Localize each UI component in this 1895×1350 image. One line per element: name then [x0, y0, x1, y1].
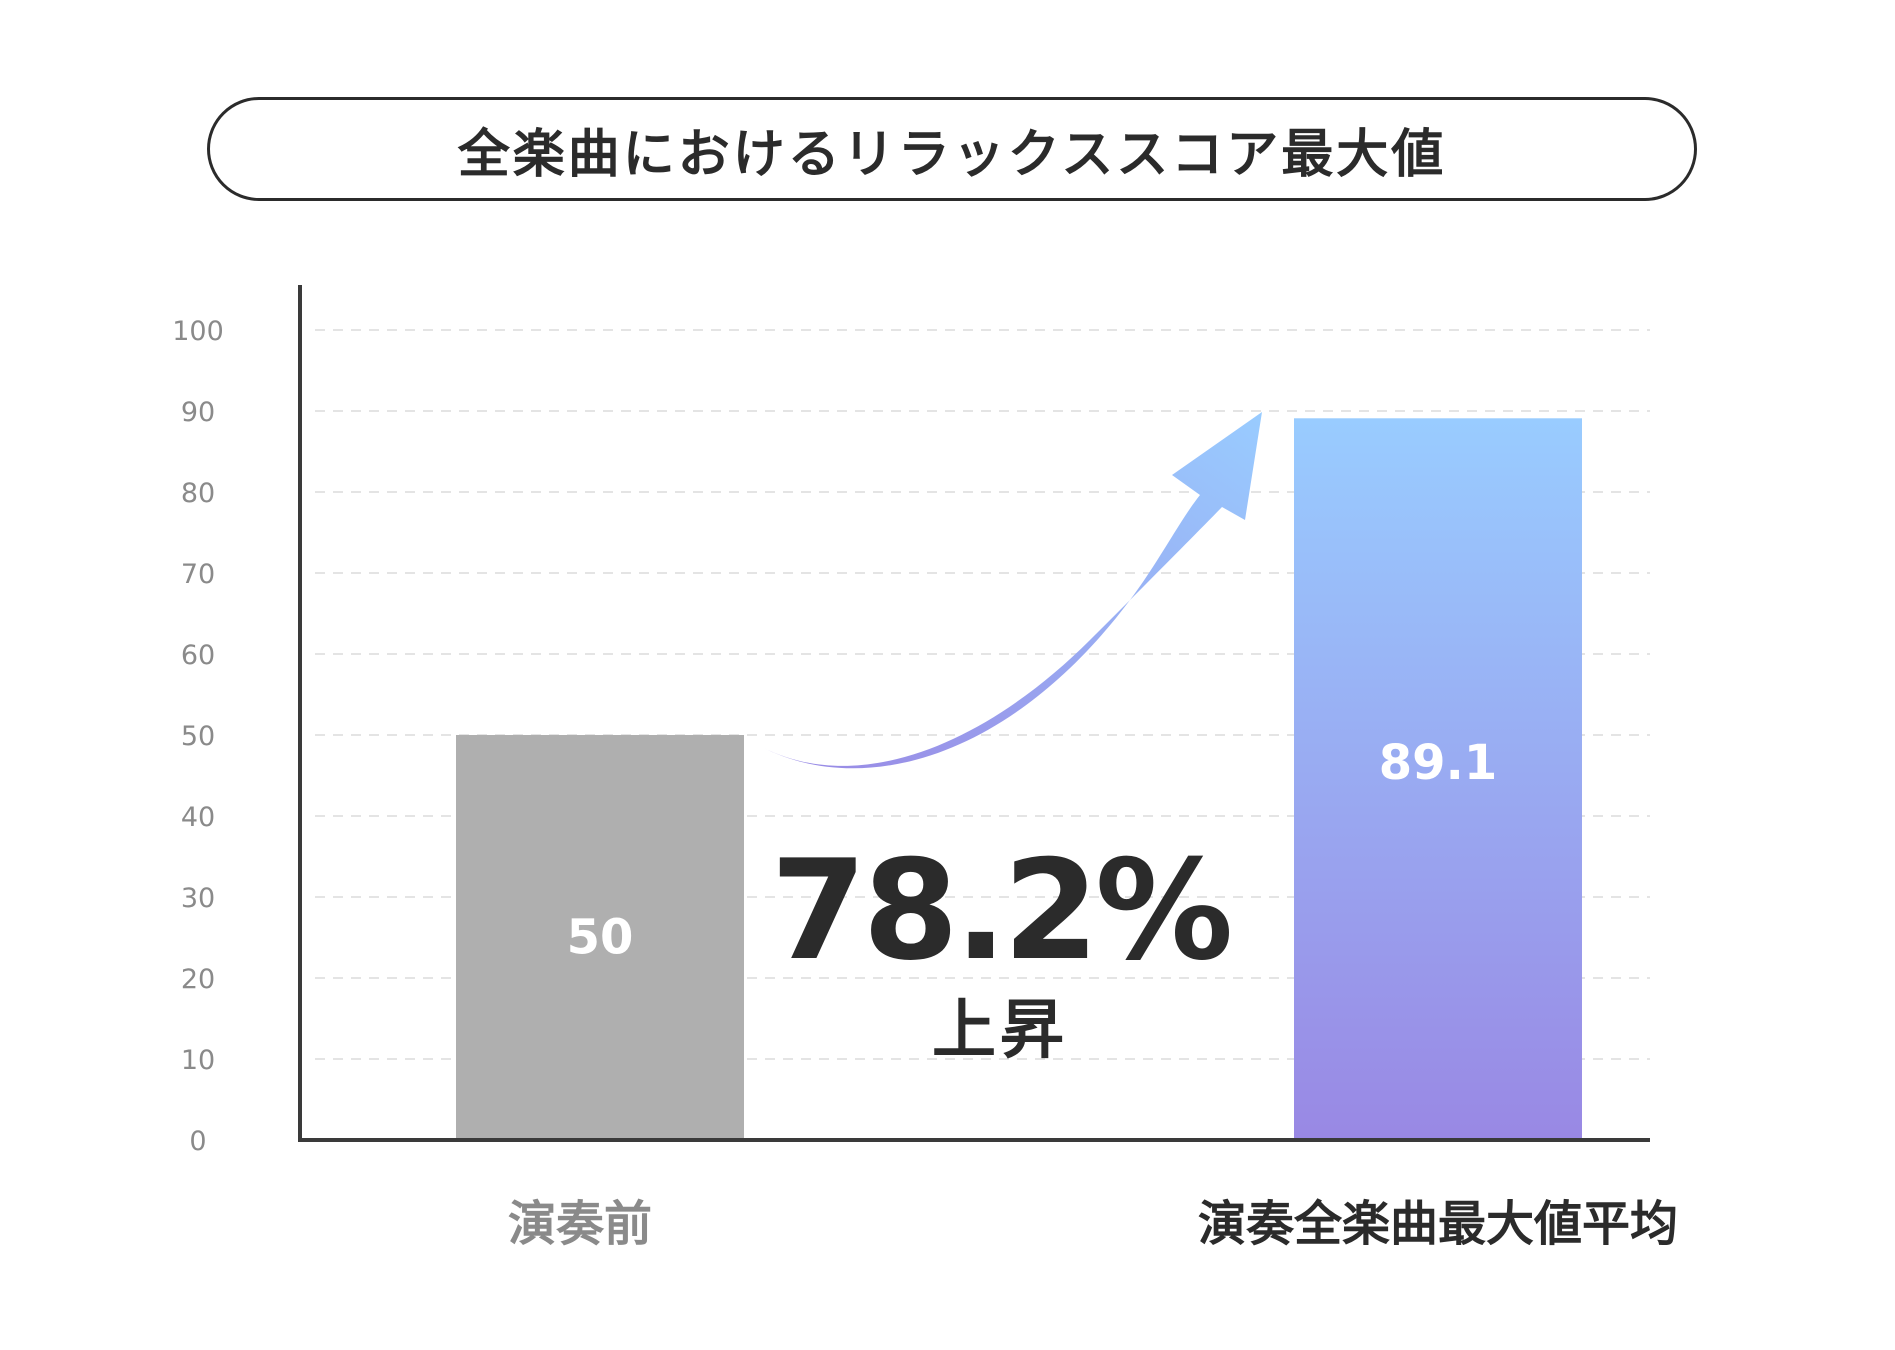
bar-after: [1294, 418, 1582, 1140]
y-tick-label: 0: [189, 1126, 206, 1157]
chart-title-pill: 全楽曲におけるリラックススコア最大値: [207, 97, 1697, 201]
y-tick-label: 70: [181, 559, 215, 590]
y-tick-label: 60: [181, 640, 215, 671]
percent-increase: 78.2%: [771, 830, 1230, 991]
bar-value-labels: 50 89.1: [567, 735, 1498, 966]
growth-arrow-icon: [758, 412, 1262, 769]
bars: [456, 418, 1582, 1140]
y-tick-label: 40: [181, 802, 215, 833]
y-tick-label: 100: [172, 316, 224, 347]
y-tick-label: 50: [181, 721, 215, 752]
y-tick-label: 30: [181, 883, 215, 914]
bar-value-label: 50: [567, 910, 634, 966]
y-tick-label: 90: [181, 397, 215, 428]
bar-before: [456, 735, 744, 1140]
y-axis-ticks: 0 10 20 30 40 50 60 70 80 90 100: [172, 316, 224, 1157]
bar-value-label: 89.1: [1379, 735, 1497, 791]
category-label: 演奏全楽曲最大値平均: [1198, 1196, 1678, 1252]
category-labels: 演奏前 演奏全楽曲最大値平均: [508, 1196, 1678, 1252]
y-tick-label: 10: [181, 1045, 215, 1076]
y-tick-label: 20: [181, 964, 215, 995]
chart-title: 全楽曲におけるリラックススコア最大値: [457, 124, 1447, 185]
y-tick-label: 80: [181, 478, 215, 509]
increase-label: 上昇: [932, 994, 1068, 1068]
category-label: 演奏前: [508, 1196, 652, 1252]
